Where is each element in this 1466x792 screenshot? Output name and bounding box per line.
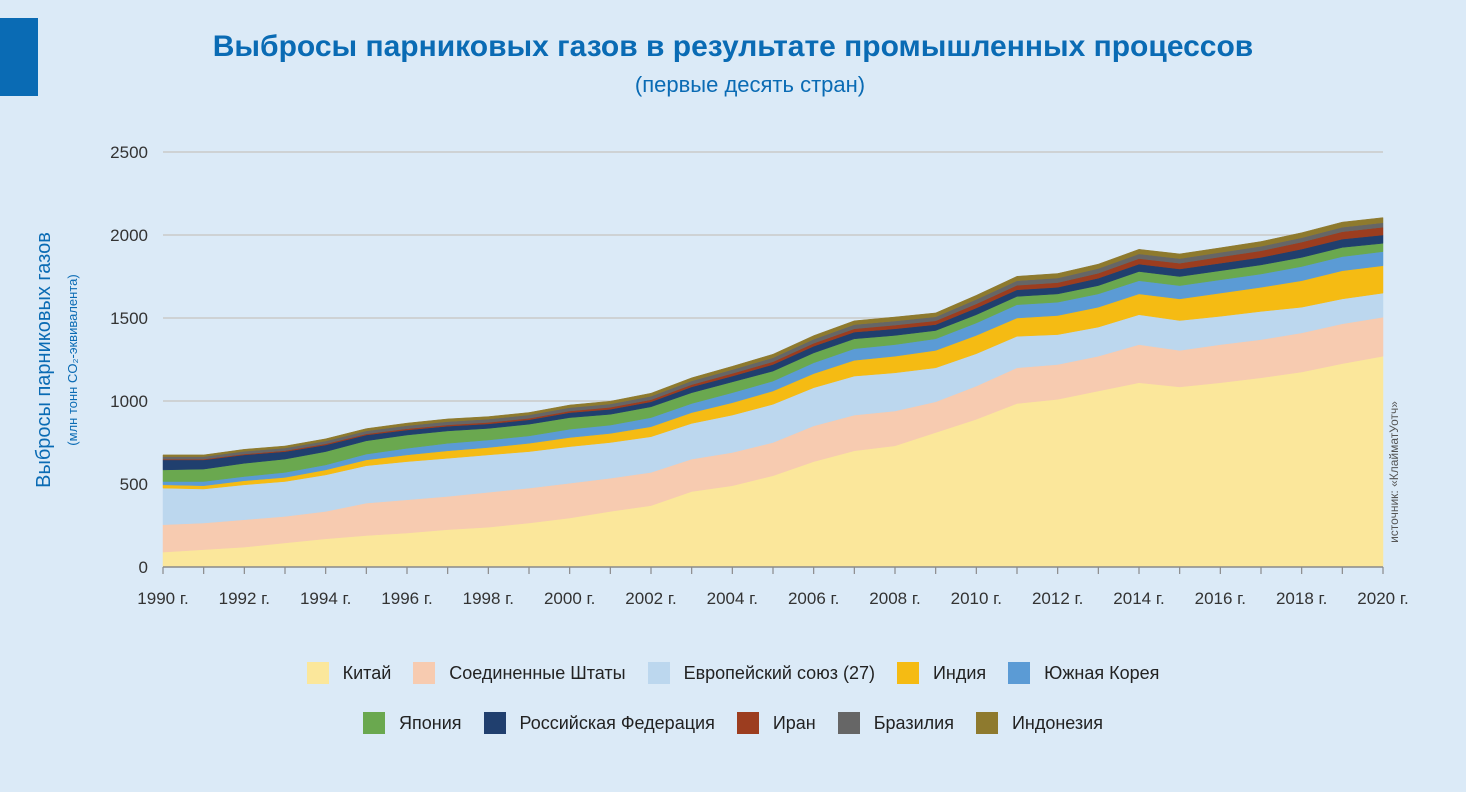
y-axis-sublabel: (млн тонн CO₂-эквивалента) xyxy=(65,274,80,445)
y-tick-label: 2000 xyxy=(110,226,148,245)
corner-accent-bar xyxy=(0,18,38,96)
legend-label: Китай xyxy=(342,662,392,683)
x-tick-label: 1998 г. xyxy=(463,589,514,608)
chart-subtitle: (первые десять стран) xyxy=(634,72,866,97)
y-tick-label: 500 xyxy=(120,475,148,494)
series-areas xyxy=(162,217,1384,568)
x-tick-label: 1992 г. xyxy=(219,589,270,608)
x-tick-label: 2018 г. xyxy=(1276,589,1327,608)
legend-label: Иран xyxy=(772,712,816,733)
legend-row-1: Китай Соединенные Штаты Европейский союз (… xyxy=(0,662,1466,684)
legend-item: Китай xyxy=(306,662,392,684)
source-note: источник: «КлайматУотч» xyxy=(1387,401,1401,543)
y-tick-label: 0 xyxy=(139,558,148,577)
legend-label: Южная Корея xyxy=(1044,662,1160,683)
x-tick-label: 2006 г. xyxy=(788,589,839,608)
legend-label: Индонезия xyxy=(1011,712,1103,733)
legend-swatch xyxy=(736,712,759,734)
y-axis-label: Выбросы парниковых газов xyxy=(33,232,55,488)
x-tick-label: 2014 г. xyxy=(1113,589,1164,608)
x-tick-label: 2008 г. xyxy=(869,589,920,608)
legend-item: Европейский союз (27) xyxy=(647,662,875,684)
legend-label: Соединенные Штаты xyxy=(449,662,626,683)
y-tick-label: 2500 xyxy=(110,143,148,162)
legend-item: Российская Федерация xyxy=(483,712,715,734)
legend-label: Бразилия xyxy=(873,712,954,733)
legend-item: Южная Корея xyxy=(1008,662,1159,684)
legend-item: Соединенные Штаты xyxy=(413,662,626,684)
x-tick-label: 2002 г. xyxy=(625,589,676,608)
legend-swatch xyxy=(647,662,670,684)
legend-item: Индонезия xyxy=(975,712,1103,734)
legend-item: Индия xyxy=(896,662,987,684)
axes: 0 500 1000 1500 2000 2500 1990 г. 1992 г. 1994 г… xyxy=(110,143,1409,608)
x-tick-label: 2004 г. xyxy=(707,589,758,608)
legend-label: Российская Федерация xyxy=(519,712,715,733)
legend-item: Иран xyxy=(736,712,816,734)
legend-row-2: Япония Российская Федерация Иран Бразилия Ин… xyxy=(0,712,1466,734)
x-tick-label: 1994 г. xyxy=(300,589,351,608)
legend-swatch xyxy=(483,712,506,734)
legend-swatch xyxy=(363,712,385,734)
x-tick-label: 2010 г. xyxy=(951,589,1002,608)
legend-swatch xyxy=(306,662,329,684)
legend-swatch xyxy=(975,712,998,734)
x-tick-label: 1990 г. xyxy=(137,589,188,608)
legend-item: Япония xyxy=(363,712,462,734)
legend-swatch xyxy=(896,662,919,684)
legend-label: Европейский союз (27) xyxy=(683,662,875,683)
legend-label: Япония xyxy=(399,712,462,733)
x-tick-label: 2012 г. xyxy=(1032,589,1083,608)
x-tick-label: 2016 г. xyxy=(1195,589,1246,608)
legend-swatch xyxy=(1008,662,1031,684)
chart-title: Выбросы парниковых газов в результате пр… xyxy=(212,30,1254,63)
y-tick-label: 1000 xyxy=(110,392,148,411)
legend-item: Бразилия xyxy=(837,712,954,734)
y-tick-label: 1500 xyxy=(110,309,148,328)
x-tick-label: 2000 г. xyxy=(544,589,595,608)
series-area-10 xyxy=(162,217,1384,457)
legend-swatch xyxy=(837,712,860,734)
x-tick-label: 2020 г. xyxy=(1357,589,1408,608)
legend-swatch xyxy=(413,662,436,684)
x-tick-label: 1996 г. xyxy=(381,589,432,608)
legend-label: Индия xyxy=(932,662,987,683)
